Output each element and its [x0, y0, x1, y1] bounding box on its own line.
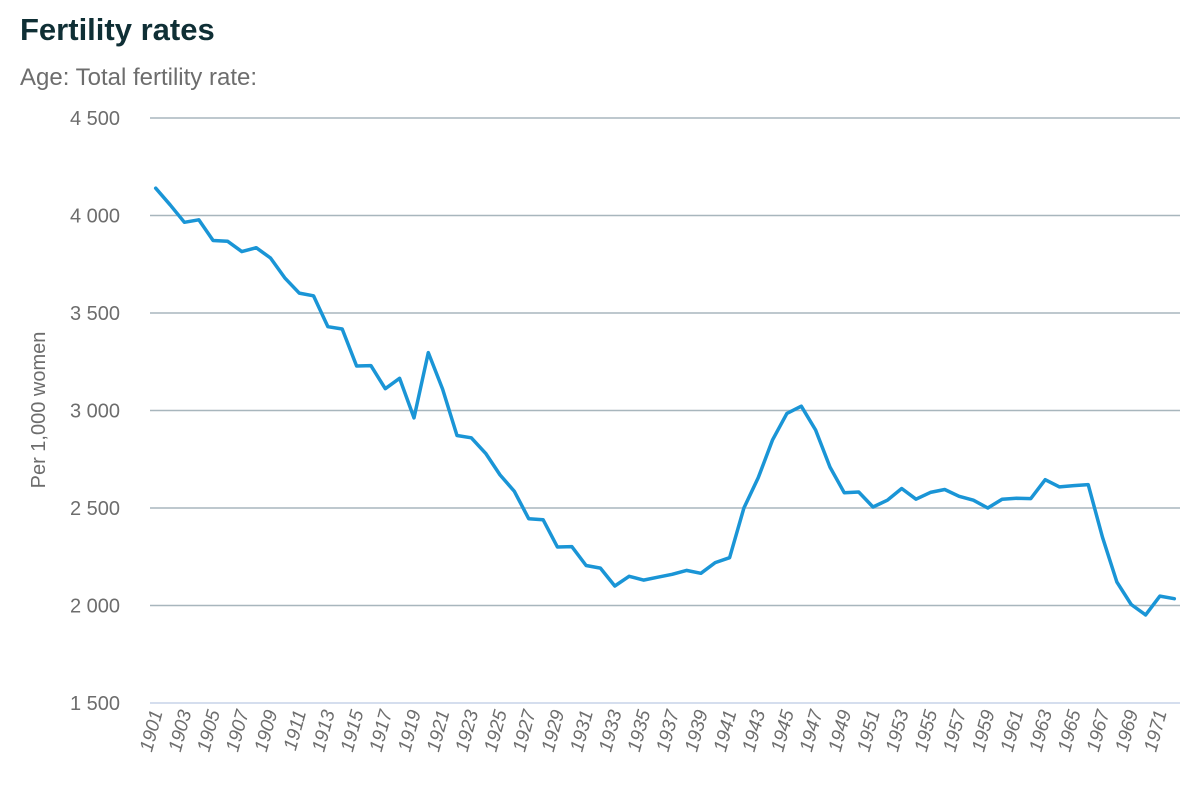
y-tick-label: 3 000: [70, 401, 120, 423]
x-tick-label: 1957: [940, 706, 972, 754]
x-tick-label: 1919: [395, 707, 426, 754]
x-tick-label: 1921: [423, 708, 454, 754]
x-tick-label: 1917: [366, 706, 398, 754]
x-tick-label: 1961: [997, 708, 1028, 754]
x-tick-label: 1971: [1141, 708, 1172, 754]
x-tick-label: 1931: [567, 708, 598, 754]
x-tick-label: 1949: [825, 707, 856, 754]
chart-subtitle: Age: Total fertility rate:: [20, 64, 257, 91]
x-tick-label: 1907: [222, 706, 254, 754]
x-tick-label: 1945: [768, 707, 799, 754]
x-tick-label: 1927: [509, 706, 541, 754]
x-tick-label: 1967: [1083, 706, 1115, 754]
series-layer: [153, 186, 1177, 617]
x-tick-label: 1911: [280, 708, 311, 753]
x-tick-label: 1965: [1054, 707, 1085, 754]
x-tick-label: 1953: [882, 707, 913, 754]
y-axis-label: Per 1,000 women: [28, 332, 50, 489]
x-tick-label: 1929: [538, 707, 569, 754]
y-tick-label: 2 500: [70, 498, 120, 520]
y-axis-ticks: 1 500 2 000 2 500 3 000 3 500 4 000 4 500: [70, 108, 120, 715]
x-tick-label: 1959: [968, 707, 999, 754]
x-tick-label: 1955: [911, 707, 942, 754]
x-axis-ticks: 1901190319051907190919111913191519171919…: [136, 706, 1171, 754]
x-tick-label: 1963: [1026, 707, 1057, 754]
chart-title: Fertility rates: [20, 12, 215, 47]
x-tick-label: 1923: [452, 707, 483, 754]
x-tick-label: 1903: [165, 707, 196, 754]
x-tick-label: 1905: [194, 707, 225, 754]
x-tick-label: 1937: [653, 706, 685, 754]
x-tick-label: 1925: [481, 707, 512, 754]
x-tick-label: 1933: [595, 707, 626, 754]
x-tick-label: 1943: [739, 707, 770, 754]
x-tick-label: 1939: [681, 707, 712, 754]
x-tick-label: 1935: [624, 707, 655, 754]
y-tick-label: 4 000: [70, 206, 120, 228]
series-line: [153, 186, 1177, 617]
y-tick-label: 4 500: [70, 108, 120, 130]
y-tick-label: 1 500: [70, 693, 120, 715]
gridlines: [150, 117, 1180, 704]
x-tick-label: 1951: [854, 708, 885, 754]
x-tick-label: 1915: [337, 707, 368, 754]
y-tick-label: 3 500: [70, 303, 120, 325]
x-tick-label: 1913: [308, 707, 339, 754]
x-tick-label: 1969: [1112, 707, 1143, 754]
x-tick-label: 1947: [796, 706, 828, 754]
y-tick-label: 2 000: [70, 596, 120, 618]
x-tick-label: 1941: [710, 708, 741, 754]
x-tick-label: 1901: [136, 708, 167, 754]
x-tick-label: 1909: [251, 707, 282, 754]
